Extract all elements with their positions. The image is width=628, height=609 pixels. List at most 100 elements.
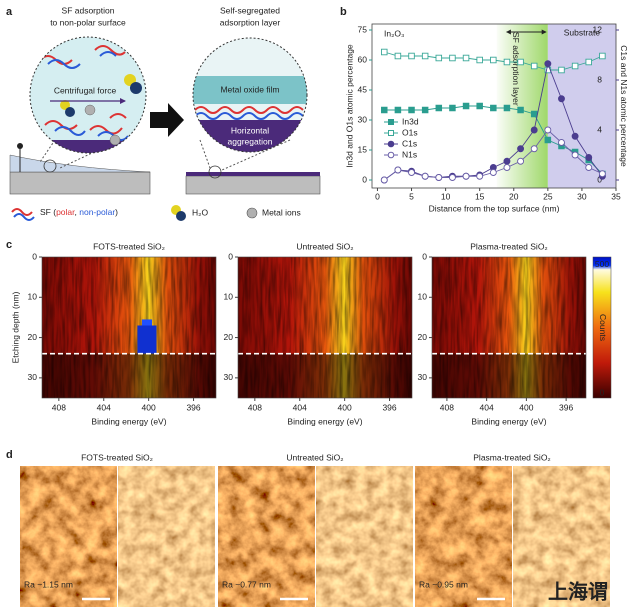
marker [558, 95, 565, 103]
x-tick-label: 0 [375, 191, 380, 201]
marker [530, 145, 538, 153]
legend-marker [387, 151, 395, 159]
x-tick-label: 396 [382, 402, 396, 412]
legend-icon [176, 211, 186, 221]
zoom-line [221, 139, 291, 171]
marker [408, 169, 415, 176]
x-tick-label: 404 [480, 402, 494, 412]
marker [530, 62, 538, 70]
colorbar-tick-label: 0 [600, 387, 605, 397]
afm-title: Untreated SiO₂ [286, 452, 343, 462]
zoom-left-frame [29, 36, 147, 154]
annotation: In₂O₃ [384, 28, 404, 38]
region-label: SF adsorption layer [511, 32, 521, 106]
y2-tick-label: 4 [597, 124, 602, 134]
y-tick-label: 0 [228, 251, 233, 261]
panel-label: c [6, 239, 12, 251]
heatmaps: FOTS-treated SiO₂ 408 404 400 396 0 10 20 30 Bind… [10, 241, 612, 426]
spin-axis [17, 143, 23, 149]
afm-height [20, 466, 117, 607]
marker [462, 102, 470, 110]
saturation [137, 325, 157, 354]
x-tick-label: 20 [509, 191, 519, 201]
x-axis-title: Distance from the top surface (nm) [429, 203, 560, 213]
marker [558, 66, 565, 74]
saturation [141, 319, 153, 326]
y-tick-label: 0 [422, 251, 427, 261]
panel-label: a [6, 6, 13, 18]
roughness: Ra ~0.77 nm [222, 579, 271, 589]
y2-tick-label: 8 [597, 74, 602, 84]
x-tick-label: 396 [186, 402, 200, 412]
x-tick-label: 10 [441, 191, 451, 201]
colorbar-tick-label: 500 [595, 259, 609, 269]
legend-text: polar [56, 207, 75, 217]
marker [462, 172, 470, 180]
marker [598, 170, 606, 178]
marker [571, 151, 579, 159]
plot-frame [371, 23, 617, 189]
afm-images: FOTS-treated SiO₂ Ra ~1.15 nm Untreated Si… [20, 452, 610, 607]
substrate-shade [432, 353, 586, 398]
zoom-line [39, 139, 56, 163]
marker [380, 176, 388, 184]
x-tick-label: 35 [611, 191, 621, 201]
marker [571, 132, 579, 140]
panel-label: d [6, 449, 13, 461]
y2-axis-title: C1s and N1s atomic percentage [619, 45, 628, 167]
region [547, 24, 616, 188]
afm-phase [513, 466, 610, 607]
marker [462, 54, 470, 62]
marker [599, 52, 606, 60]
marker [503, 58, 511, 66]
y-axis-title: Etching depth (nm) [10, 291, 20, 363]
afm-phase [316, 466, 413, 607]
y-tick-label: 10 [418, 292, 428, 302]
marker [503, 164, 511, 171]
x-tick-label: 408 [248, 402, 262, 412]
zoom-right-frame [192, 37, 308, 153]
marker [544, 126, 552, 134]
marker [435, 174, 443, 181]
plot-frame [237, 256, 413, 399]
marker [476, 172, 484, 180]
marker [421, 106, 429, 114]
legend-text: SF ( [40, 207, 56, 217]
heatmap-texture [42, 257, 216, 398]
y-tick-label: 75 [358, 24, 368, 34]
marker [421, 52, 429, 60]
y-axis-title: In3d and O1s atomic percentage [344, 44, 354, 168]
afm-height [218, 466, 315, 607]
marker [517, 157, 525, 165]
x-tick-label: 400 [519, 402, 533, 412]
marker [490, 104, 497, 112]
legend-label: C1s [402, 138, 417, 148]
marker [408, 52, 415, 60]
y-tick-label: 20 [224, 332, 234, 342]
adsorption-layer [186, 172, 320, 176]
legend-marker [387, 140, 395, 148]
marker [517, 58, 524, 66]
marker [517, 106, 524, 114]
marker [558, 139, 565, 146]
legend-icon [11, 208, 33, 216]
zoom-left [30, 37, 146, 153]
heatmap-texture [432, 257, 586, 398]
marker [544, 60, 552, 68]
marker [476, 56, 483, 64]
substrate-shade [42, 353, 216, 398]
droplet [9, 154, 151, 173]
x-tick-label: 404 [293, 402, 307, 412]
x-tick-label: 25 [543, 191, 553, 201]
caption: SF adsorption [62, 5, 115, 15]
y-tick-label: 10 [224, 292, 234, 302]
marker [394, 52, 402, 60]
marker [435, 104, 443, 112]
x-tick-label: 15 [475, 191, 485, 201]
y-tick-label: 30 [28, 372, 38, 382]
marker [449, 104, 456, 112]
afm-title: FOTS-treated SiO₂ [81, 452, 153, 462]
process-arrow [150, 103, 184, 137]
legend-label: H₂O [192, 207, 208, 217]
